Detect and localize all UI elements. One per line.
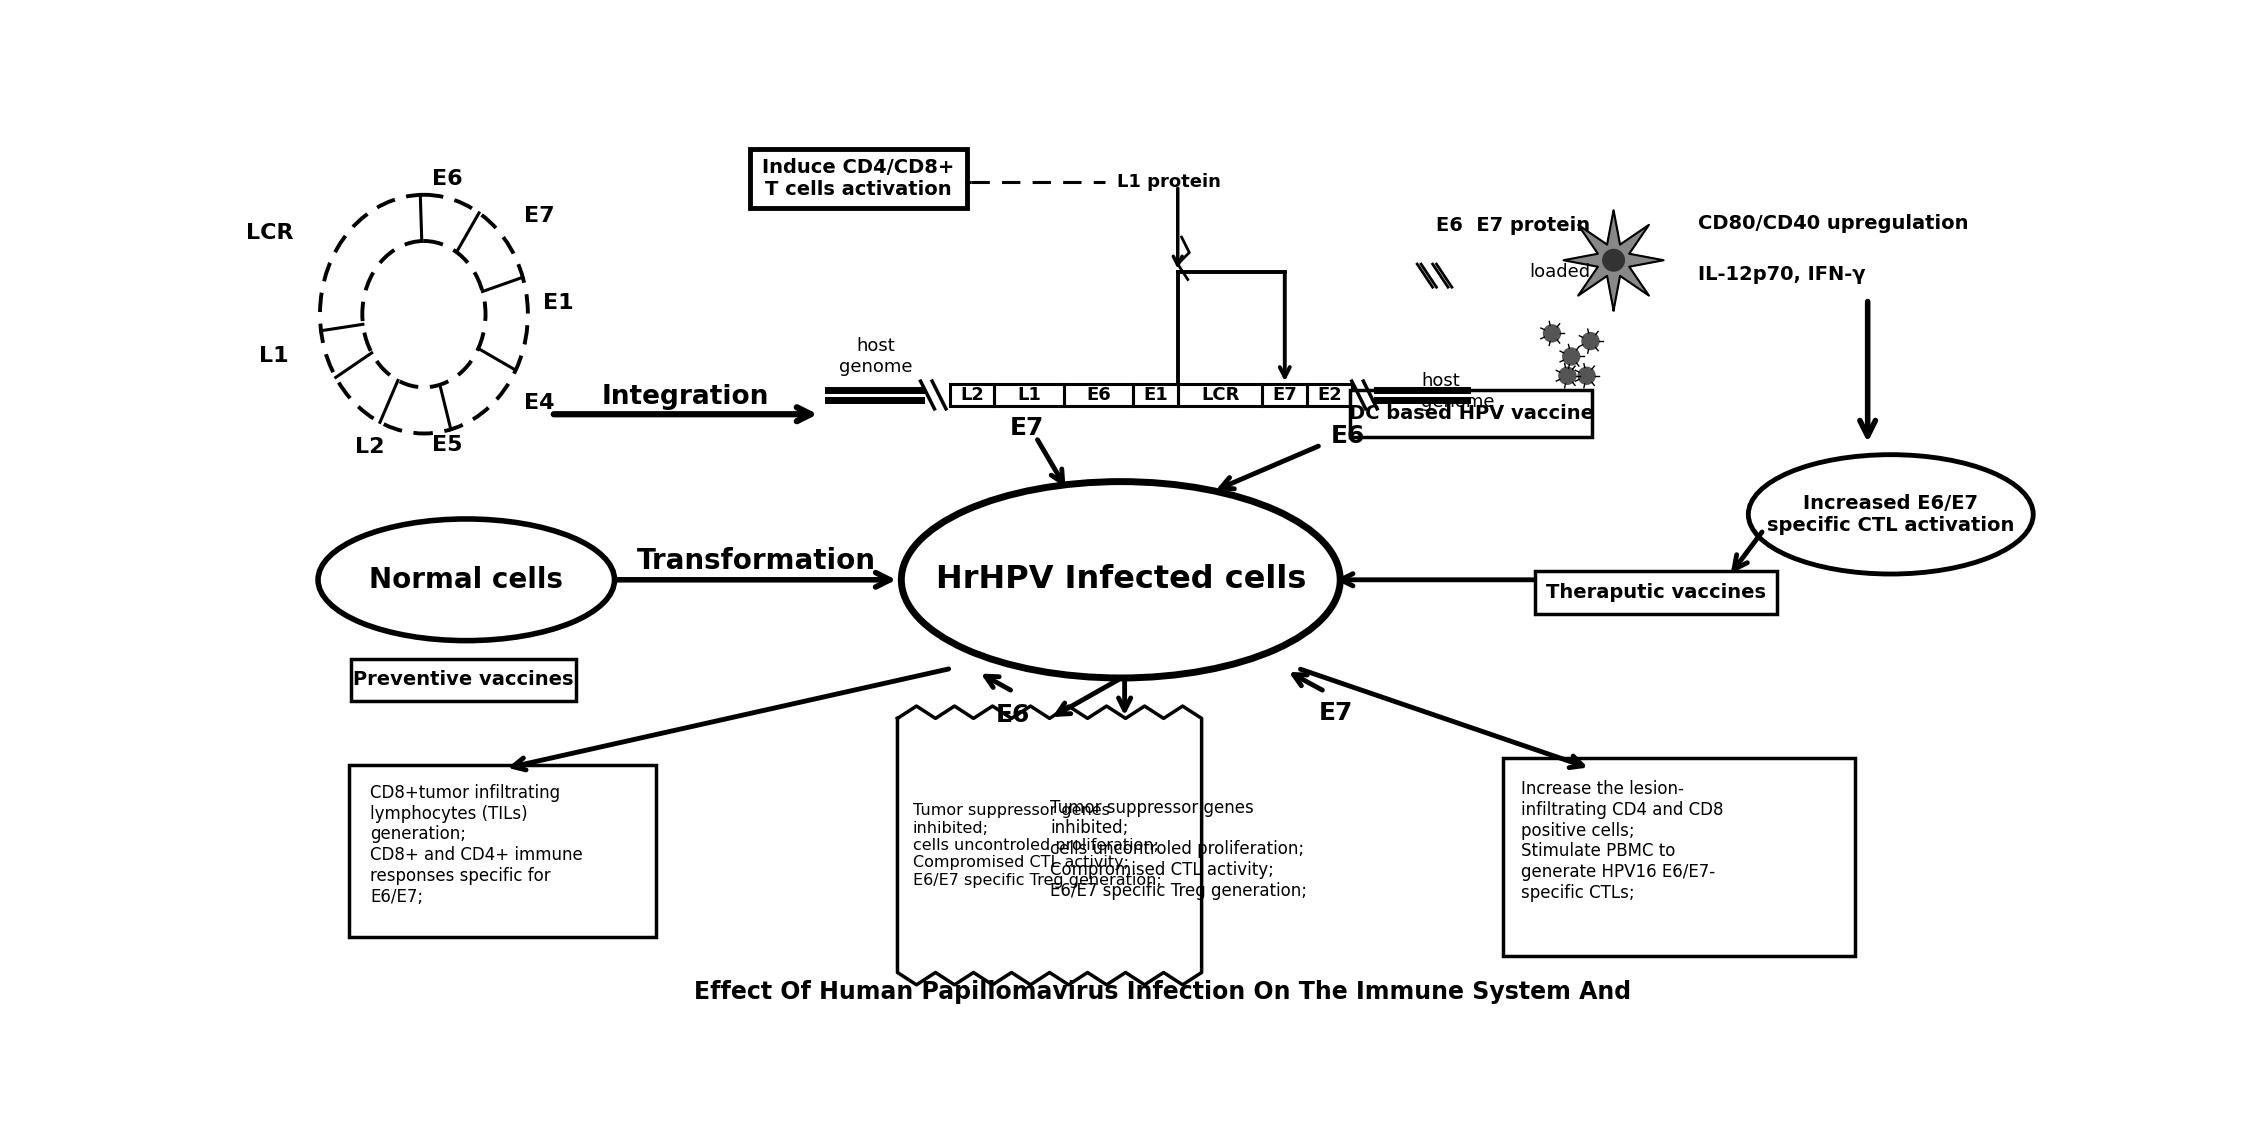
Text: E7: E7 <box>1272 386 1297 404</box>
FancyBboxPatch shape <box>1349 389 1592 437</box>
Text: LCR: LCR <box>1202 386 1238 404</box>
Circle shape <box>1545 325 1560 341</box>
Text: E5: E5 <box>431 435 463 455</box>
Text: Integration: Integration <box>601 385 769 410</box>
Text: E6: E6 <box>1086 386 1111 404</box>
Text: E1: E1 <box>1143 386 1168 404</box>
Text: E6: E6 <box>996 702 1030 726</box>
Text: CD8+tumor infiltrating
lymphocytes (TILs)
generation;
CD8+ and CD4+ immune
respo: CD8+tumor infiltrating lymphocytes (TILs… <box>370 783 583 906</box>
Bar <box>1177 384 1263 405</box>
Text: E1: E1 <box>544 292 574 313</box>
Circle shape <box>1558 368 1576 384</box>
Text: CD80/CD40 upregulation: CD80/CD40 upregulation <box>1699 214 1969 233</box>
Text: Effect Of Human Papillomavirus Infection On The Immune System And: Effect Of Human Papillomavirus Infection… <box>694 980 1631 1004</box>
Polygon shape <box>898 706 1202 984</box>
Circle shape <box>1583 332 1599 349</box>
Text: L1: L1 <box>259 346 288 367</box>
Text: E6: E6 <box>1331 424 1365 448</box>
Text: Tumor suppressor genes
inhibited;
cells uncontroled proliferation;
Compromised C: Tumor suppressor genes inhibited; cells … <box>1050 798 1306 900</box>
Text: LCR: LCR <box>247 224 293 243</box>
Text: DC based HPV vaccine: DC based HPV vaccine <box>1349 404 1594 423</box>
Text: Tumor suppressor genes
inhibited;
cells uncontroled proliferation;
Compromised C: Tumor suppressor genes inhibited; cells … <box>912 803 1161 887</box>
Text: Induce CD4/CD8+
T cells activation: Induce CD4/CD8+ T cells activation <box>762 158 955 199</box>
Text: L1: L1 <box>1018 386 1041 404</box>
Text: E4: E4 <box>524 393 556 412</box>
Text: Transformation: Transformation <box>637 547 875 574</box>
Bar <box>1064 384 1134 405</box>
FancyBboxPatch shape <box>1504 757 1855 956</box>
Text: E2: E2 <box>1318 386 1343 404</box>
FancyBboxPatch shape <box>352 659 576 701</box>
Text: HrHPV Infected cells: HrHPV Infected cells <box>937 564 1306 595</box>
Text: Increase the lesion-
infiltrating CD4 and CD8
positive cells;
Stimulate PBMC to
: Increase the lesion- infiltrating CD4 an… <box>1522 780 1724 902</box>
Circle shape <box>1579 368 1594 384</box>
Polygon shape <box>1563 210 1665 311</box>
Text: E6: E6 <box>431 169 463 190</box>
Text: Normal cells: Normal cells <box>370 565 562 594</box>
FancyBboxPatch shape <box>1535 571 1776 613</box>
Text: E6  E7 protein: E6 E7 protein <box>1436 216 1590 235</box>
Circle shape <box>1603 249 1624 271</box>
Text: Increased E6/E7
specific CTL activation: Increased E6/E7 specific CTL activation <box>1767 493 2014 534</box>
Text: L2: L2 <box>356 436 386 457</box>
Text: IL-12p70, IFN-γ: IL-12p70, IFN-γ <box>1699 265 1867 283</box>
Circle shape <box>1563 348 1581 365</box>
Text: Theraputic vaccines: Theraputic vaccines <box>1547 582 1767 602</box>
Text: L2: L2 <box>959 386 984 404</box>
Text: host
genome: host genome <box>839 337 912 376</box>
Text: E7: E7 <box>1320 701 1354 725</box>
Bar <box>1306 384 1352 405</box>
FancyBboxPatch shape <box>349 765 655 938</box>
Text: loaded: loaded <box>1529 263 1590 281</box>
Bar <box>1263 384 1306 405</box>
Bar <box>950 384 993 405</box>
Text: Preventive vaccines: Preventive vaccines <box>354 670 574 690</box>
Bar <box>993 384 1064 405</box>
Bar <box>1134 384 1177 405</box>
Text: host
genome: host genome <box>1422 372 1495 410</box>
Text: E7: E7 <box>1009 416 1043 440</box>
FancyBboxPatch shape <box>751 150 966 208</box>
Text: L1 protein: L1 protein <box>1116 172 1220 191</box>
Text: E7: E7 <box>524 206 556 226</box>
